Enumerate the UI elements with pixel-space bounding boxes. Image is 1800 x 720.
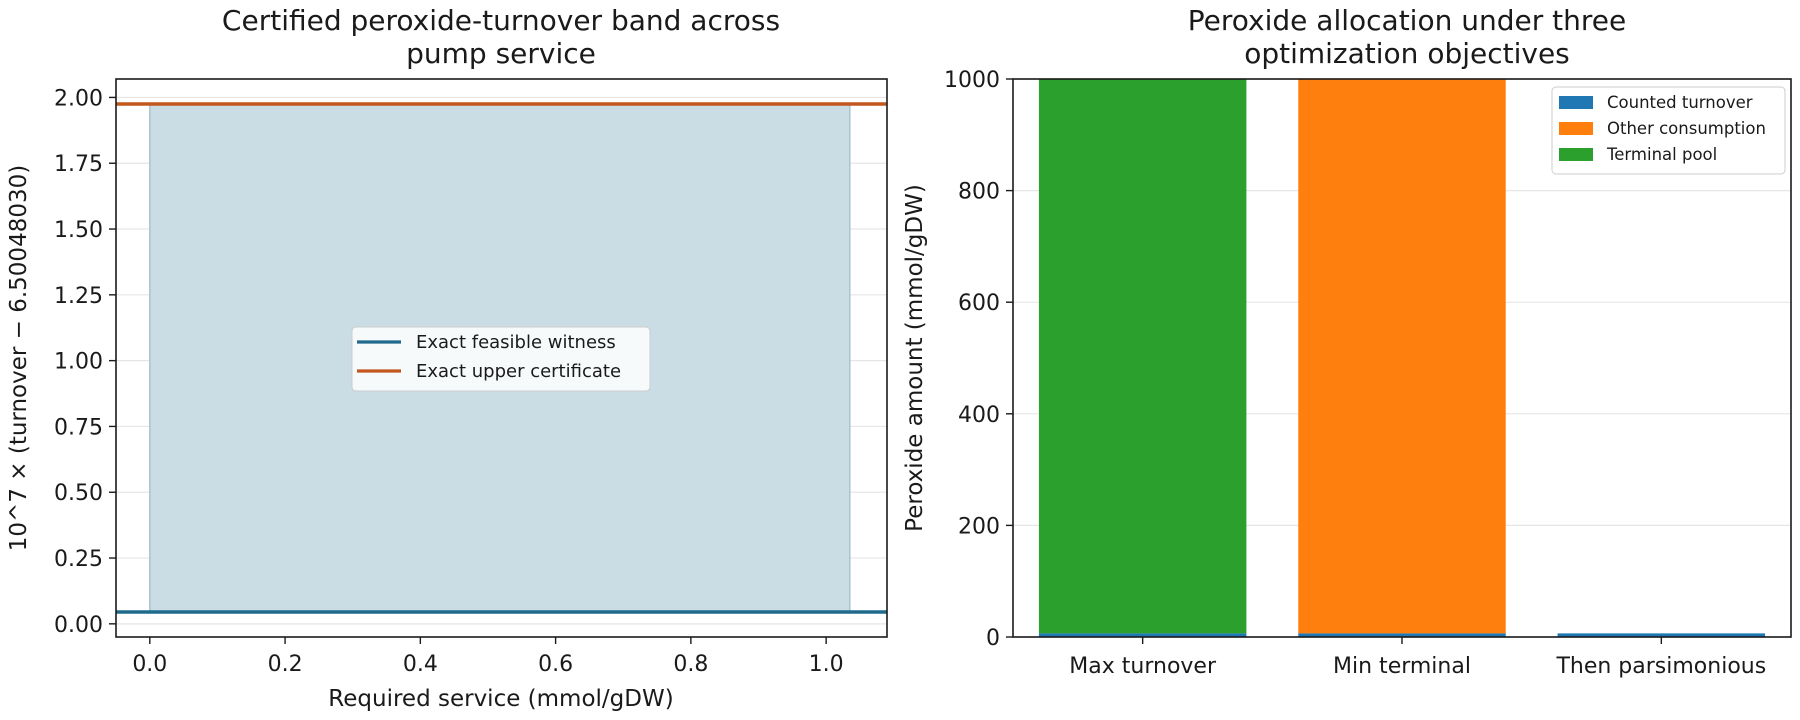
- x-tick-label-then-parsimonious: Then parsimonious: [1555, 654, 1766, 679]
- allocation-chart-bars: [1038, 79, 1766, 637]
- y-tick-label: 0.75: [54, 415, 103, 440]
- allocation-chart-title-line-2: optimization objectives: [1244, 37, 1570, 70]
- allocation-chart-panel: Peroxide allocation under three optimiza…: [902, 4, 1792, 679]
- x-tick-label: 0.2: [268, 652, 303, 677]
- band-chart-legend: Exact feasible witness Exact upper certi…: [351, 326, 651, 392]
- legend-label-certificate: Exact upper certificate: [416, 361, 621, 382]
- x-tick-label: 0.8: [673, 652, 708, 677]
- y-tick-label: 1.50: [54, 218, 103, 243]
- certified-band: [149, 103, 851, 613]
- y-tick-label: 800: [958, 180, 1000, 205]
- band-chart-x-axis-label: Required service (mmol/gDW): [328, 686, 673, 712]
- band-chart-legend-box: [351, 326, 651, 392]
- band-chart-y-ticks: 0.00 0.25 0.50 0.75 1.00 1.25 1.50 1.75 2.00: [54, 86, 116, 638]
- y-tick-label: 0.50: [54, 481, 103, 506]
- legend-label-witness: Exact feasible witness: [416, 332, 616, 353]
- y-tick-label: 600: [958, 291, 1000, 316]
- x-tick-label: 0.4: [403, 652, 438, 677]
- x-tick-label: 0.0: [132, 652, 167, 677]
- band-chart-series: [116, 102, 887, 614]
- legend-label-terminal-pool: Terminal pool: [1606, 145, 1717, 164]
- band-chart-title-line-2: pump service: [406, 37, 596, 70]
- certified-band-area: [149, 103, 851, 613]
- x-tick-label: 1.0: [809, 652, 844, 677]
- band-chart-title-line-1: Certified peroxide-turnover band across: [222, 4, 780, 37]
- bar-counted-turnover-min-terminal: [1298, 633, 1506, 637]
- legend-label-counted-turnover: Counted turnover: [1607, 93, 1753, 112]
- x-tick-label-min-terminal: Min terminal: [1333, 654, 1471, 679]
- allocation-chart-y-axis-label: Peroxide amount (mmol/gDW): [902, 184, 928, 532]
- y-tick-label: 0.25: [54, 547, 103, 572]
- bar-counted-turnover-then-parsimonious: [1557, 633, 1766, 637]
- y-tick-label: 2.00: [54, 86, 103, 111]
- band-chart-axes-frame: [115, 78, 888, 638]
- band-chart-x-ticks: 0.0 0.2 0.4 0.6 0.8 1.0: [132, 637, 844, 677]
- bar-counted-turnover-max-turnover: [1038, 633, 1247, 637]
- x-tick-label: 0.6: [538, 652, 573, 677]
- legend-swatch-other-consumption: [1559, 122, 1593, 135]
- band-chart-panel: Certified peroxide-turnover band across …: [6, 4, 888, 712]
- allocation-chart-title-line-1: Peroxide allocation under three: [1188, 4, 1626, 37]
- allocation-chart-legend-box: [1551, 86, 1786, 175]
- allocation-chart-y-ticks: 0 200 400 600 800 1000: [944, 68, 1013, 651]
- bar-terminal-pool-max-turnover: [1038, 79, 1247, 634]
- y-tick-label: 400: [958, 403, 1000, 428]
- band-chart-y-axis-label: 10^7 × (turnover − 6.50048030): [6, 165, 32, 551]
- allocation-chart-legend: Counted turnover Other consumption Termi…: [1551, 86, 1786, 175]
- legend-swatch-terminal-pool: [1559, 148, 1593, 161]
- y-tick-label: 1.25: [54, 284, 103, 309]
- y-tick-label: 0: [986, 626, 1000, 651]
- y-tick-label: 1000: [944, 68, 1000, 93]
- legend-swatch-counted-turnover: [1559, 96, 1593, 109]
- allocation-chart-x-ticks: Max turnover Min terminal Then parsimoniou…: [1069, 637, 1766, 679]
- y-tick-label: 200: [958, 514, 1000, 539]
- legend-label-other-consumption: Other consumption: [1607, 119, 1766, 138]
- bar-other-consumption-min-terminal: [1298, 79, 1506, 634]
- x-tick-label-max-turnover: Max turnover: [1069, 654, 1217, 679]
- y-tick-label: 1.00: [54, 350, 103, 375]
- y-tick-label: 0.00: [54, 613, 103, 638]
- y-tick-label: 1.75: [54, 152, 103, 177]
